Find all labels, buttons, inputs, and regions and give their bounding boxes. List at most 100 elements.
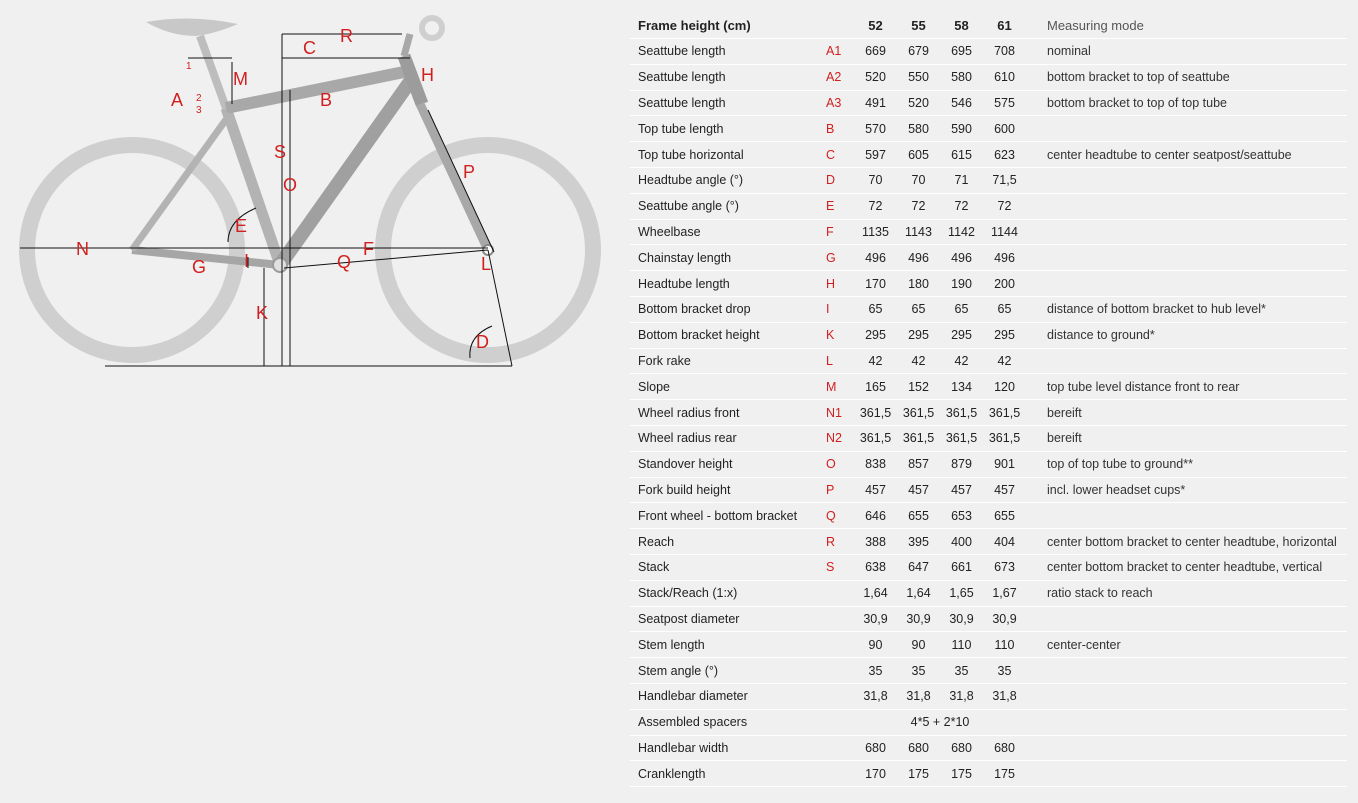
- geometry-table: Frame height (cm) 52 55 58 61 Measuring …: [630, 12, 1347, 788]
- row-value-size-52: 669: [854, 38, 897, 65]
- row-value-size-55: 65: [897, 296, 940, 323]
- row-value-size-61: 496: [983, 244, 1026, 272]
- row-code: D: [826, 167, 854, 194]
- row-label: Standover height: [630, 451, 826, 478]
- row-value-size-52: 680: [854, 735, 897, 762]
- row-value-size-52: 170: [854, 760, 897, 788]
- row-value-size-55: 457: [897, 477, 940, 504]
- row-value-size-61: 600: [983, 115, 1026, 143]
- table-row: Wheelbase F 1135 1143 1142 1144: [630, 219, 1347, 246]
- table-row: Fork build height P 457 457 457 457 incl. lowe…: [630, 477, 1347, 504]
- table-row: Top tube length B 570 580 590 600: [630, 115, 1347, 143]
- row-measuring-mode: [1026, 683, 1347, 710]
- row-value-size-52: 42: [854, 348, 897, 375]
- row-value-size-55: 580: [897, 115, 940, 143]
- row-measuring-mode: [1026, 502, 1347, 530]
- row-label: Seattube length: [630, 38, 826, 65]
- row-value-size-52: 165: [854, 373, 897, 401]
- header-code: [826, 12, 854, 39]
- row-value-size-55: 679: [897, 38, 940, 65]
- table-row: Assembled spacers 4*5 + 2*10: [630, 709, 1347, 736]
- head-tube: [397, 53, 429, 107]
- seatstay: [129, 111, 233, 253]
- row-value-size-55: 175: [897, 760, 940, 788]
- row-code: I: [826, 296, 854, 323]
- row-code: R: [826, 528, 854, 555]
- row-code: A3: [826, 90, 854, 117]
- row-value-size-61: 673: [983, 554, 1026, 581]
- row-value-size-61: 1144: [983, 219, 1026, 246]
- label-r: R: [340, 26, 353, 46]
- row-label: Wheel radius rear: [630, 425, 826, 452]
- row-code: [826, 657, 854, 684]
- row-value-size-58: 31,8: [940, 683, 983, 710]
- table-row: Slope M 165 152 134 120 top tube level distanc…: [630, 373, 1347, 401]
- diagram-labels: R C M H A B S O E P N G I F Q L K D: [76, 26, 491, 352]
- row-code: L: [826, 348, 854, 375]
- row-value-size-52: 570: [854, 115, 897, 143]
- row-value-size-61: 361,5: [983, 399, 1026, 426]
- row-value-size-55: 72: [897, 193, 940, 220]
- row-code: S: [826, 554, 854, 581]
- table-row: Headtube length H 170 180 190 200: [630, 270, 1347, 297]
- row-value-size-52: 1135: [854, 219, 897, 246]
- row-label: Cranklength: [630, 760, 826, 788]
- row-value-size-52: 1,64: [854, 580, 897, 607]
- row-label: Handlebar width: [630, 735, 826, 762]
- row-measuring-mode: [1026, 193, 1347, 220]
- label-n: N: [76, 239, 89, 259]
- row-value-size-52: 30,9: [854, 606, 897, 633]
- row-label: Fork rake: [630, 348, 826, 375]
- row-value-size-61: 457: [983, 477, 1026, 504]
- row-value-size-52: 638: [854, 554, 897, 581]
- row-label: Wheel radius front: [630, 399, 826, 426]
- seatpost: [196, 34, 230, 110]
- row-measuring-mode: [1026, 606, 1347, 633]
- row-measuring-mode: [1026, 735, 1347, 762]
- row-value-size-61: 35: [983, 657, 1026, 684]
- row-measuring-mode: bereift: [1026, 399, 1347, 426]
- row-value-size-58: 695: [940, 38, 983, 65]
- row-value-size-61: 575: [983, 90, 1026, 117]
- table-row: Seatpost diameter 30,9 30,9 30,9 30,9: [630, 606, 1347, 633]
- table-row: Reach R 388 395 400 404 center bottom bracket …: [630, 528, 1347, 555]
- row-value-size-58: 35: [940, 657, 983, 684]
- table-row: Front wheel - bottom bracket Q 646 655 653 65…: [630, 502, 1347, 530]
- row-value-size-61: 200: [983, 270, 1026, 297]
- row-value-size-55: 30,9: [897, 606, 940, 633]
- row-code: [826, 580, 854, 607]
- measurement-lines: [20, 33, 513, 367]
- row-code: A2: [826, 64, 854, 91]
- table-row: Headtube angle (°) D 70 70 71 71,5: [630, 167, 1347, 194]
- row-label: Stack: [630, 554, 826, 581]
- row-value-size-58: 546: [940, 90, 983, 117]
- row-value-size-55: 361,5: [897, 399, 940, 426]
- row-measuring-mode: [1026, 709, 1347, 736]
- row-value-size-52: 170: [854, 270, 897, 297]
- row-value-size-52: 72: [854, 193, 897, 220]
- row-code: [826, 709, 854, 736]
- row-value-size-61: 72: [983, 193, 1026, 220]
- row-code: E: [826, 193, 854, 220]
- row-value-size-55: 680: [897, 735, 940, 762]
- row-measuring-mode: center bottom bracket to center headtube…: [1026, 528, 1347, 555]
- row-value-size-58: 295: [940, 322, 983, 349]
- row-measuring-mode: [1026, 167, 1347, 194]
- row-value-size-55: 550: [897, 64, 940, 91]
- row-value-size-58: 30,9: [940, 606, 983, 633]
- label-b: B: [320, 90, 332, 110]
- row-label: Fork build height: [630, 477, 826, 504]
- header-measuring-mode: Measuring mode: [1026, 12, 1347, 39]
- row-label: Bottom bracket height: [630, 322, 826, 349]
- row-value-size-55: 647: [897, 554, 940, 581]
- row-value-size-61: 901: [983, 451, 1026, 478]
- row-value-size-61: 175: [983, 760, 1026, 788]
- row-value-size-58: 680: [940, 735, 983, 762]
- row-value-size-58: 590: [940, 115, 983, 143]
- table-row: Handlebar diameter 31,8 31,8 31,8 31,8: [630, 683, 1347, 710]
- table-row: Stack/Reach (1:x) 1,64 1,64 1,65 1,67 ratio s…: [630, 580, 1347, 607]
- row-code: M: [826, 373, 854, 401]
- row-label: Wheelbase: [630, 219, 826, 246]
- row-measuring-mode: [1026, 244, 1347, 272]
- row-label: Slope: [630, 373, 826, 401]
